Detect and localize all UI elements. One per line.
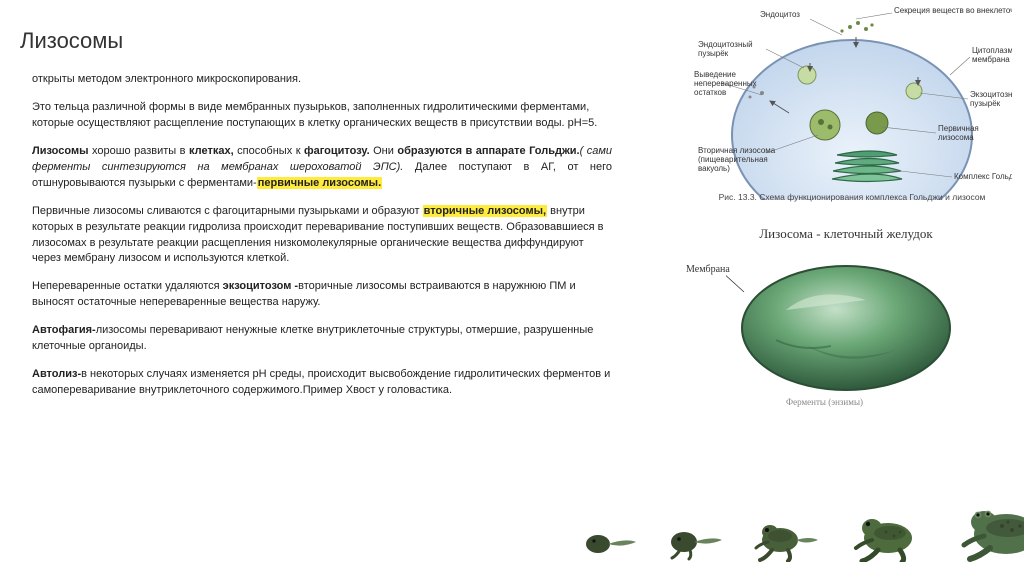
lbl-membrane: Цитоплазматическаямембрана	[972, 46, 1012, 64]
diagram-golgi-lysosome: Секреция веществ во внеклеточную среду Э…	[692, 0, 1012, 200]
main-text-column: открыты методом электронного микроскопир…	[32, 72, 612, 411]
page-title: Лизосомы	[20, 28, 123, 54]
para-4: Первичные лизосомы сливаются с фагоцитар…	[32, 204, 612, 268]
para-7: Автолиз-в некоторых случаях изменяется p…	[32, 367, 612, 399]
lbl-golgi: Комплекс Гольджи	[954, 172, 1012, 181]
young-frog-icon	[848, 506, 932, 562]
frog-metamorphosis-row	[580, 496, 1024, 562]
para-2: Это тельца различной формы в виде мембра…	[32, 100, 612, 132]
diagram-lysosome-blob: Лизосома - клеточный желудок Мембрана Фе…	[696, 226, 996, 405]
para-1: открыты методом электронного микроскопир…	[32, 72, 612, 88]
label-enzymes: Ферменты (энзимы)	[786, 397, 863, 407]
lbl-endocytosis: Эндоцитоз	[760, 10, 800, 19]
diagram2-title: Лизосома - клеточный желудок	[696, 226, 996, 242]
lbl-exo-vesicle: Экзоцитозныйпузырёк	[970, 90, 1012, 108]
tadpole-1-icon	[580, 522, 640, 562]
para-5: Непереваренные остатки удаляются экзоцит…	[32, 279, 612, 311]
label-membrane: Мембрана	[686, 264, 730, 275]
lbl-secretion: Секреция веществ во внеклеточную среду	[894, 6, 1012, 15]
para-3: Лизосомы хорошо развиты в клетках, спосо…	[32, 144, 612, 192]
froglet-icon	[750, 512, 826, 562]
lbl-endo-vesicle: Эндоцитозныйпузырёк	[698, 40, 753, 58]
tadpole-2-icon	[662, 520, 728, 562]
para-6: Автофагия-лизосомы переваривают ненужные…	[32, 323, 612, 355]
adult-frog-icon	[954, 496, 1024, 562]
diagram-caption: Рис. 13.3. Схема функционирования компле…	[692, 192, 1012, 202]
lbl-primary: Первичнаялизосома	[938, 124, 979, 142]
